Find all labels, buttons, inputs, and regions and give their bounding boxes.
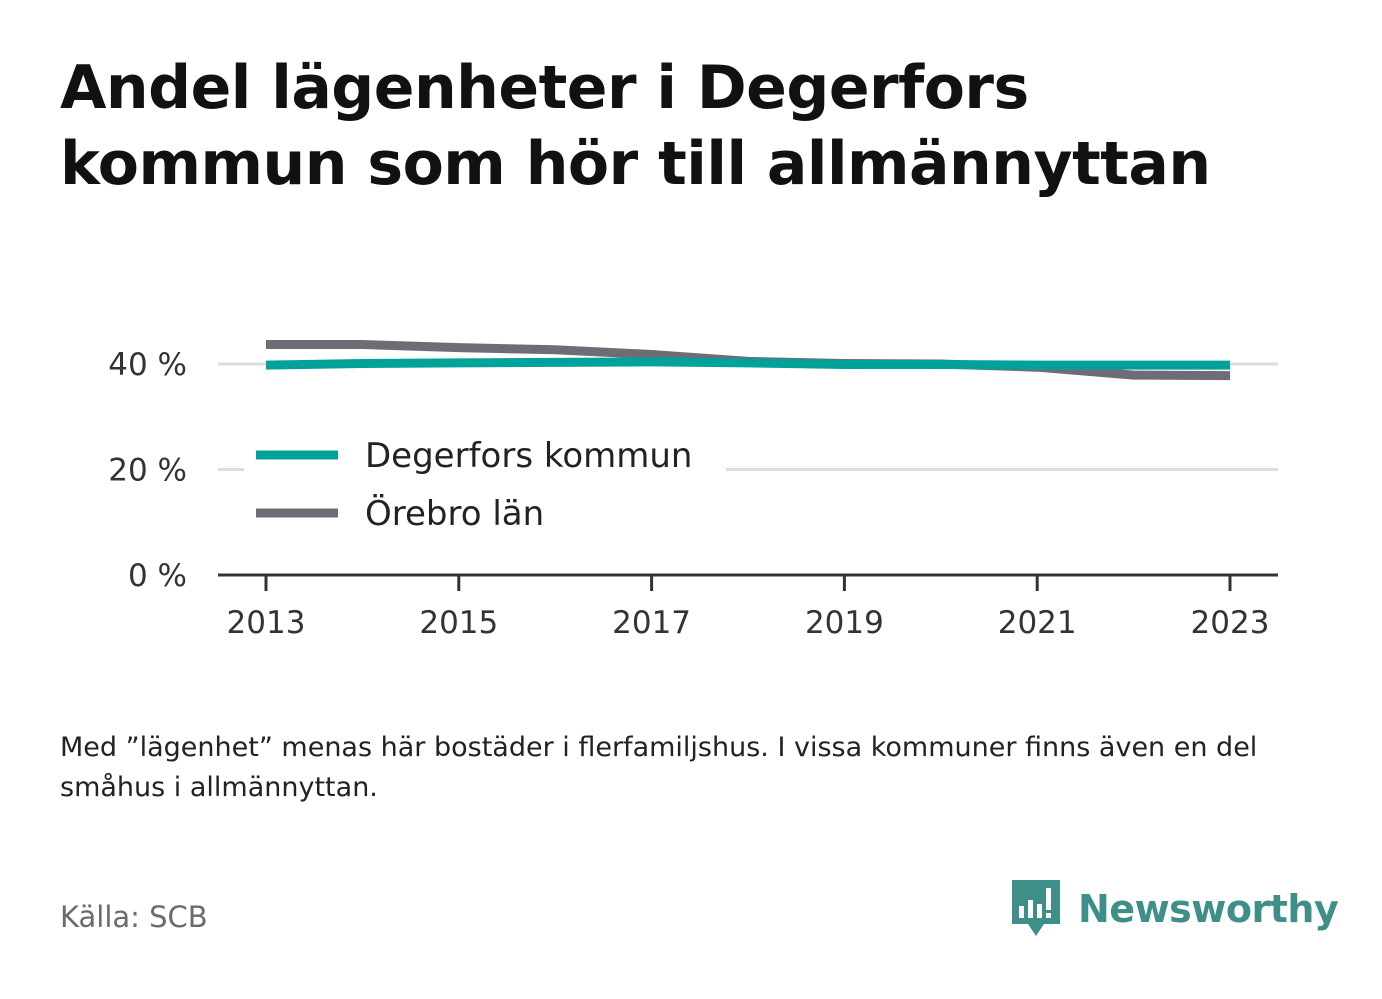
- series-lines: [265, 340, 1231, 381]
- y-tick-label: 0 %: [128, 558, 187, 594]
- x-tick-label: 2019: [805, 605, 884, 641]
- brand-name: Newsworthy: [1078, 887, 1339, 931]
- axes: 0 % 20 % 40 % 2013 2015 2017 2019 2021 2023: [108, 347, 1278, 641]
- x-tick-label: 2013: [227, 605, 306, 641]
- chart-title: Andel lägenheter i Degerfors kommun som …: [60, 53, 1211, 199]
- x-tick-label: 2023: [1191, 605, 1270, 641]
- legend-label: Degerfors kommun: [365, 436, 692, 476]
- y-tick-label: 20 %: [108, 453, 187, 489]
- chart-note: Med ”lägenhet” menas här bostäder i fler…: [60, 732, 1258, 803]
- source-text: Källa: SCB: [60, 900, 208, 934]
- x-tick-label: 2015: [419, 605, 498, 641]
- legend: Degerfors kommun Örebro län: [244, 428, 726, 546]
- legend-background: [244, 428, 726, 546]
- x-tick-label: 2017: [612, 605, 691, 641]
- brand-logo: Newsworthy: [1010, 878, 1339, 940]
- newsworthy-logo-icon: [1012, 880, 1060, 936]
- series-line-degerfors: [265, 357, 1230, 370]
- y-tick-label: 40 %: [108, 347, 187, 383]
- legend-label: Örebro län: [365, 493, 544, 534]
- x-tick-label: 2021: [998, 605, 1077, 641]
